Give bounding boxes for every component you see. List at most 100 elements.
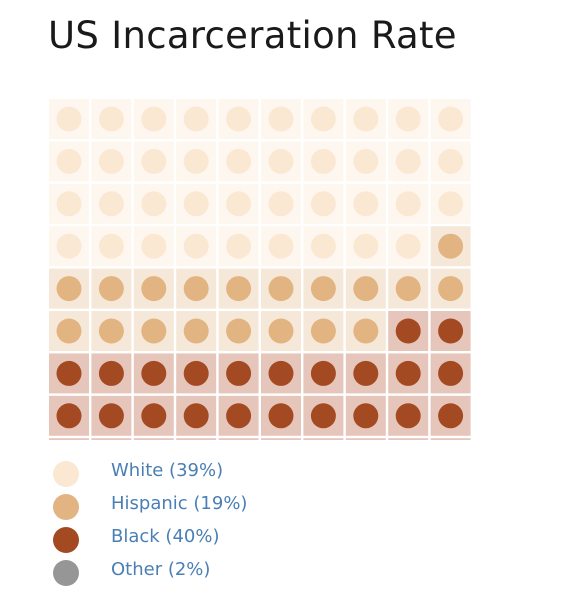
waffle-cell-white	[176, 141, 217, 182]
waffle-dot-white	[310, 106, 336, 132]
legend-swatch-other	[53, 560, 79, 586]
waffle-dot-hispanic	[353, 318, 379, 344]
waffle-dot-white	[141, 233, 167, 259]
waffle-cell-white	[261, 141, 301, 182]
waffle-cell-black	[388, 353, 429, 394]
waffle-dot-white	[98, 233, 124, 259]
waffle-cell-white	[261, 183, 301, 224]
waffle-cell-hispanic	[49, 268, 89, 309]
waffle-cell-black	[49, 395, 89, 436]
waffle-dot-black	[438, 360, 464, 386]
waffle-cell-hispanic	[430, 268, 471, 309]
waffle-dot-hispanic	[183, 276, 209, 302]
waffle-cell-black	[388, 311, 429, 351]
waffle-dot-white	[268, 233, 294, 259]
waffle-dot-black	[98, 403, 124, 429]
waffle-cell-black	[218, 353, 259, 394]
waffle-cell-black	[218, 438, 259, 440]
waffle-cell-black	[133, 353, 174, 394]
waffle-cell-black	[49, 353, 89, 394]
waffle-cell-white	[345, 183, 386, 224]
chart-title: US Incarceration Rate	[48, 14, 457, 57]
waffle-cell-black	[303, 438, 344, 440]
waffle-cell-bg	[430, 438, 471, 440]
waffle-cell-black	[133, 395, 174, 436]
waffle-cell-black	[345, 438, 386, 440]
waffle-cell-white	[218, 141, 259, 182]
waffle-cell-bg	[49, 438, 89, 440]
waffle-cell-hispanic	[345, 268, 386, 309]
waffle-dot-white	[56, 106, 82, 132]
waffle-cell-white	[176, 183, 217, 224]
waffle-dot-black	[56, 403, 82, 429]
waffle-cell-white	[388, 183, 429, 224]
waffle-cell-black	[261, 353, 301, 394]
waffle-cell-white	[49, 99, 89, 139]
waffle-cell-black	[345, 395, 386, 436]
waffle-cell-white	[388, 99, 429, 139]
waffle-cell-white	[176, 99, 217, 139]
waffle-dot-white	[56, 191, 82, 217]
legend-label-hispanic: Hispanic (19%)	[111, 493, 248, 514]
waffle-dot-hispanic	[310, 276, 336, 302]
waffle-cell-hispanic	[91, 311, 132, 351]
waffle-cell-black	[91, 395, 132, 436]
waffle-cell-white	[49, 183, 89, 224]
waffle-dot-black	[438, 318, 464, 344]
waffle-cell-black	[218, 395, 259, 436]
waffle-cell-white	[430, 141, 471, 182]
waffle-dot-white	[141, 106, 167, 132]
waffle-cell-black	[430, 353, 471, 394]
waffle-dot-hispanic	[438, 233, 464, 259]
waffle-dot-hispanic	[56, 318, 82, 344]
waffle-dot-hispanic	[226, 318, 252, 344]
waffle-dot-black	[268, 403, 294, 429]
waffle-cell-hispanic	[133, 311, 174, 351]
waffle-cell-hispanic	[218, 268, 259, 309]
waffle-dot-white	[310, 191, 336, 217]
waffle-dot-black	[183, 403, 209, 429]
waffle-dot-hispanic	[310, 318, 336, 344]
waffle-dot-white	[183, 191, 209, 217]
waffle-cell-black	[430, 438, 471, 440]
waffle-dot-white	[353, 191, 379, 217]
waffle-dot-black	[395, 318, 421, 344]
waffle-dot-black	[310, 360, 336, 386]
waffle-cell-white	[303, 183, 344, 224]
waffle-dot-black	[353, 403, 379, 429]
waffle-cell-hispanic	[49, 311, 89, 351]
waffle-cell-hispanic	[133, 268, 174, 309]
waffle-dot-white	[438, 191, 464, 217]
waffle-dot-hispanic	[268, 318, 294, 344]
legend-swatch-white	[53, 461, 79, 487]
waffle-dot-hispanic	[395, 276, 421, 302]
waffle-cell-white	[49, 226, 89, 267]
waffle-dot-white	[268, 191, 294, 217]
waffle-cell-white	[133, 183, 174, 224]
waffle-dot-hispanic	[268, 276, 294, 302]
waffle-cell-bg	[388, 438, 429, 440]
waffle-cell-white	[261, 99, 301, 139]
waffle-cell-white	[91, 226, 132, 267]
waffle-cell-white	[388, 226, 429, 267]
waffle-dot-white	[226, 106, 252, 132]
waffle-dot-black	[438, 403, 464, 429]
waffle-cell-white	[345, 226, 386, 267]
waffle-cell-black	[388, 395, 429, 436]
waffle-dot-black	[98, 360, 124, 386]
waffle-dot-white	[141, 191, 167, 217]
waffle-cell-white	[133, 226, 174, 267]
waffle-dot-hispanic	[353, 276, 379, 302]
waffle-cell-hispanic	[345, 311, 386, 351]
waffle-cell-white	[345, 141, 386, 182]
waffle-cell-white	[303, 141, 344, 182]
waffle-dot-black	[183, 360, 209, 386]
waffle-cell-white	[91, 141, 132, 182]
waffle-cell-bg	[303, 438, 344, 440]
waffle-dot-black	[395, 403, 421, 429]
waffle-cell-white	[345, 99, 386, 139]
waffle-dot-white	[183, 233, 209, 259]
waffle-dot-white	[395, 106, 421, 132]
waffle-cell-black	[133, 438, 174, 440]
waffle-cell-bg	[133, 438, 174, 440]
